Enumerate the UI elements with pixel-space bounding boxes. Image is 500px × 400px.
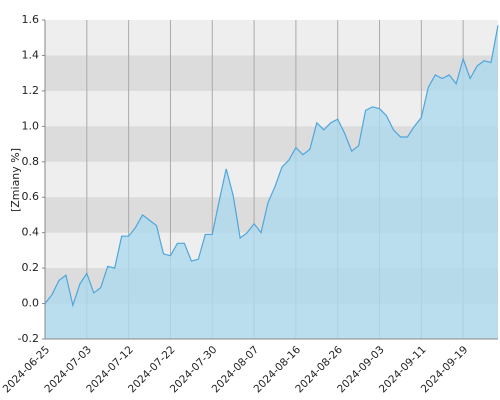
y-tick-label: 0.0: [22, 297, 40, 310]
y-tick-label: 1.0: [22, 119, 40, 132]
plot-band: [45, 55, 498, 91]
y-axis-label: [Zmiany %]: [9, 148, 22, 212]
y-tick-label: 0.6: [22, 190, 40, 203]
y-tick-label: 1.6: [22, 13, 40, 26]
y-tick-label: 0.2: [22, 261, 40, 274]
area: [45, 25, 498, 339]
y-tick-label: 1.2: [22, 84, 40, 97]
line: [44, 25, 499, 308]
y-tick-label: 0.8: [22, 155, 40, 168]
y-tick-label: 1.4: [22, 48, 40, 61]
y-tick-label: -0.2: [18, 332, 39, 345]
y-tick-label: 0.4: [22, 226, 40, 239]
